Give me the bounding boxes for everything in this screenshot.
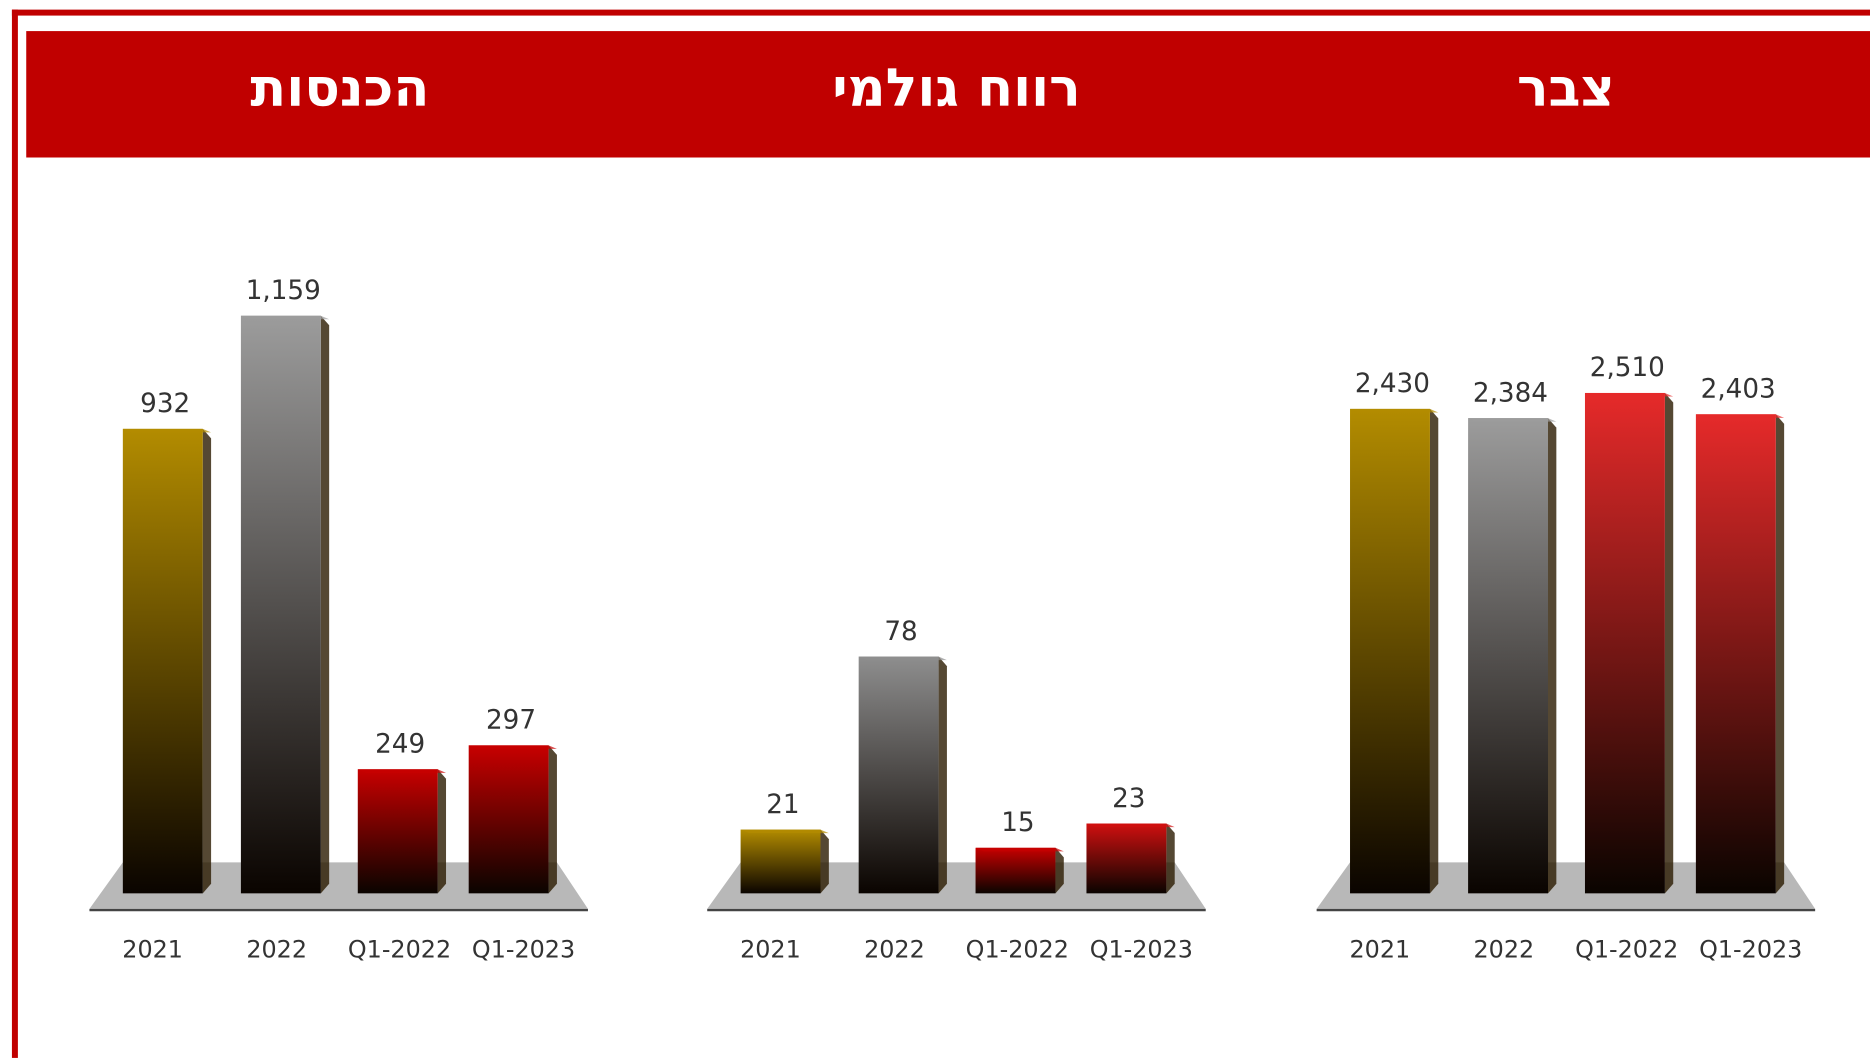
- bar: [1695, 414, 1776, 894]
- value-label: 1,159: [246, 276, 321, 306]
- x-tick-label: 2022: [864, 936, 925, 964]
- bar-top: [1695, 414, 1785, 418]
- x-tick-label: Q1-2023: [1699, 936, 1802, 964]
- x-tick-label: 2021: [1349, 936, 1410, 964]
- bar: [1468, 418, 1548, 894]
- bar: [122, 428, 203, 894]
- bar-top: [740, 829, 829, 834]
- value-label: 932: [140, 389, 190, 419]
- floor: [707, 862, 1206, 909]
- bar: [740, 829, 821, 894]
- frame-left: [11, 9, 18, 1058]
- bar-side: [938, 656, 947, 894]
- bar-side: [1547, 418, 1557, 894]
- value-label: 15: [1001, 808, 1034, 838]
- x-tick-label: Q1-2022: [1575, 936, 1678, 964]
- bar-side: [1664, 392, 1674, 894]
- value-label: 2,403: [1701, 375, 1776, 405]
- x-tick-label: 2021: [740, 936, 801, 964]
- bar-top: [975, 847, 1064, 852]
- chart-title: צבר: [1517, 57, 1615, 118]
- x-tick-label: Q1-2023: [1090, 936, 1193, 964]
- bar-side: [1775, 414, 1785, 894]
- bar-side: [437, 769, 447, 894]
- bar-top: [468, 745, 557, 749]
- bar: [357, 769, 438, 894]
- x-tick-label: 2022: [1474, 936, 1535, 964]
- bar-top: [1468, 418, 1557, 422]
- bar: [1584, 392, 1665, 894]
- bar-side: [1166, 823, 1175, 894]
- value-label: 2,510: [1590, 353, 1665, 383]
- bar-side: [1429, 408, 1439, 894]
- header-band: [26, 31, 1870, 158]
- bar-side: [548, 745, 557, 894]
- bar-top: [1350, 408, 1439, 413]
- x-tick-label: Q1-2022: [966, 936, 1069, 964]
- x-tick-label: 2022: [246, 936, 307, 964]
- bar-top: [357, 769, 447, 773]
- value-label: 23: [1112, 784, 1145, 814]
- bar: [1350, 408, 1430, 894]
- x-tick-label: Q1-2022: [348, 936, 451, 964]
- bar-side: [202, 428, 212, 894]
- x-tick-label: Q1-2023: [472, 936, 575, 964]
- bar: [858, 656, 939, 894]
- floor: [89, 862, 588, 909]
- bar: [1086, 823, 1167, 894]
- bar: [975, 847, 1056, 894]
- bar-top: [1086, 823, 1175, 828]
- bar: [468, 745, 549, 894]
- bar-side: [1055, 847, 1064, 894]
- value-label: 2,430: [1355, 369, 1430, 399]
- bar: [240, 315, 321, 894]
- value-label: 21: [766, 790, 799, 820]
- floor: [1316, 862, 1816, 909]
- value-label: 297: [486, 706, 536, 736]
- value-label: 78: [884, 617, 917, 647]
- bar-top: [122, 428, 212, 433]
- bar-top: [858, 656, 947, 661]
- bar-top: [1584, 392, 1674, 397]
- chart-title: רווח גולמי: [832, 57, 1081, 118]
- x-tick-label: 2021: [122, 936, 183, 964]
- bar-side: [320, 315, 330, 894]
- bar-side: [820, 829, 829, 894]
- chart-title: הכנסות: [250, 57, 429, 118]
- bar-top: [240, 315, 330, 320]
- value-label: 2,384: [1473, 378, 1548, 408]
- value-label: 249: [375, 730, 425, 760]
- frame-top: [11, 9, 1870, 16]
